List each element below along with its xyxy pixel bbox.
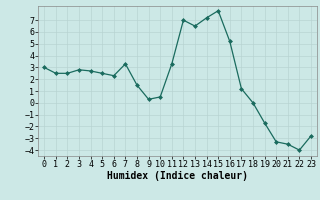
X-axis label: Humidex (Indice chaleur): Humidex (Indice chaleur) bbox=[107, 171, 248, 181]
